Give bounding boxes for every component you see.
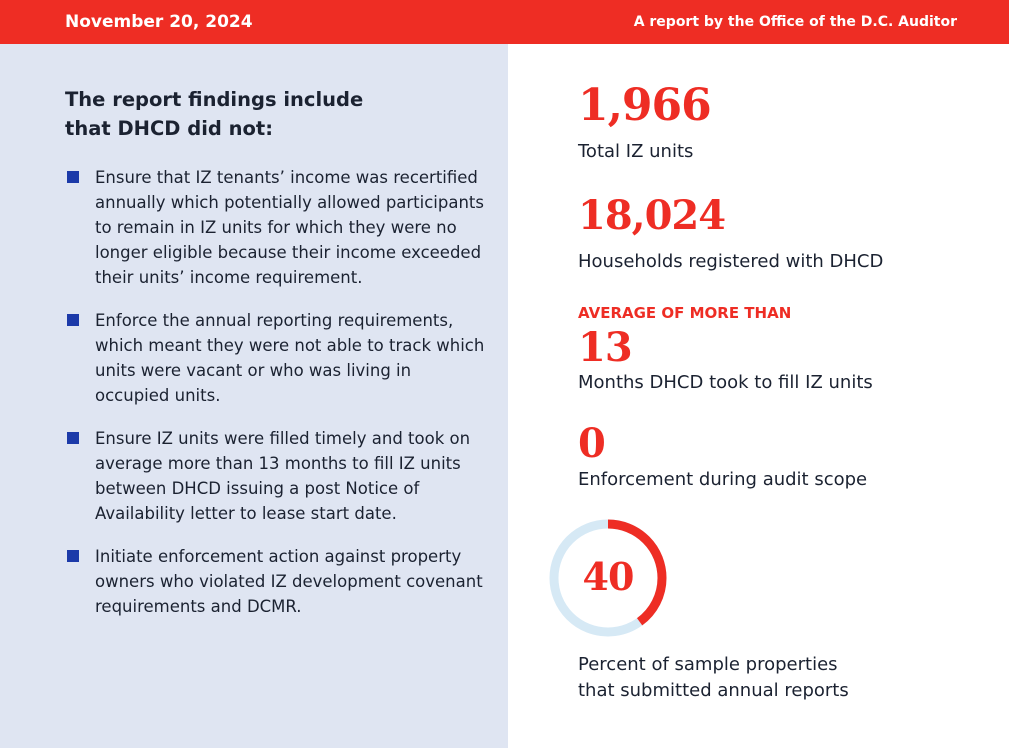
square-bullet-icon (67, 314, 79, 326)
report-byline: A report by the Office of the D.C. Audit… (633, 14, 957, 30)
finding-text: Ensure IZ units were filled timely and t… (95, 429, 471, 523)
finding-item: Ensure that IZ tenants’ income was recer… (65, 165, 485, 290)
report-date: November 20, 2024 (65, 12, 253, 32)
finding-item: Enforce the annual reporting requirement… (65, 308, 485, 408)
finding-text: Ensure that IZ tenants’ income was recer… (95, 168, 484, 287)
reports-label-line2: that submitted annual reports (578, 680, 849, 701)
total-units-label: Total IZ units (578, 141, 694, 162)
square-bullet-icon (67, 550, 79, 562)
months-label: Months DHCD took to fill IZ units (578, 372, 873, 393)
total-units-value: 1,966 (578, 80, 712, 131)
finding-text: Enforce the annual reporting requirement… (95, 311, 485, 405)
households-value: 18,024 (578, 192, 726, 239)
enforcement-value: 0 (578, 420, 606, 467)
stats-panel: 1,966 Total IZ units 18,024 Households r… (508, 44, 1009, 748)
finding-item: Ensure IZ units were filled timely and t… (65, 426, 485, 526)
square-bullet-icon (67, 432, 79, 444)
finding-text: Initiate enforcement action against prop… (95, 547, 483, 616)
header-bar: November 20, 2024 A report by the Office… (0, 0, 1009, 44)
finding-item: Initiate enforcement action against prop… (65, 544, 485, 619)
enforcement-label: Enforcement during audit scope (578, 469, 868, 490)
months-value: 13 (578, 324, 633, 371)
reports-label-line1: Percent of sample properties (578, 654, 838, 675)
months-kicker: AVERAGE OF MORE THAN (578, 304, 792, 322)
households-label: Households registered with DHCD (578, 251, 884, 272)
donut-arc (549, 519, 667, 637)
findings-heading: The report findings include that DHCD di… (65, 88, 364, 140)
percent-donut (549, 519, 667, 637)
reports-value: 40 (582, 554, 635, 599)
square-bullet-icon (67, 171, 79, 183)
findings-panel: The report findings include that DHCD di… (0, 44, 508, 748)
findings-list: Ensure that IZ tenants’ income was recer… (65, 165, 485, 637)
